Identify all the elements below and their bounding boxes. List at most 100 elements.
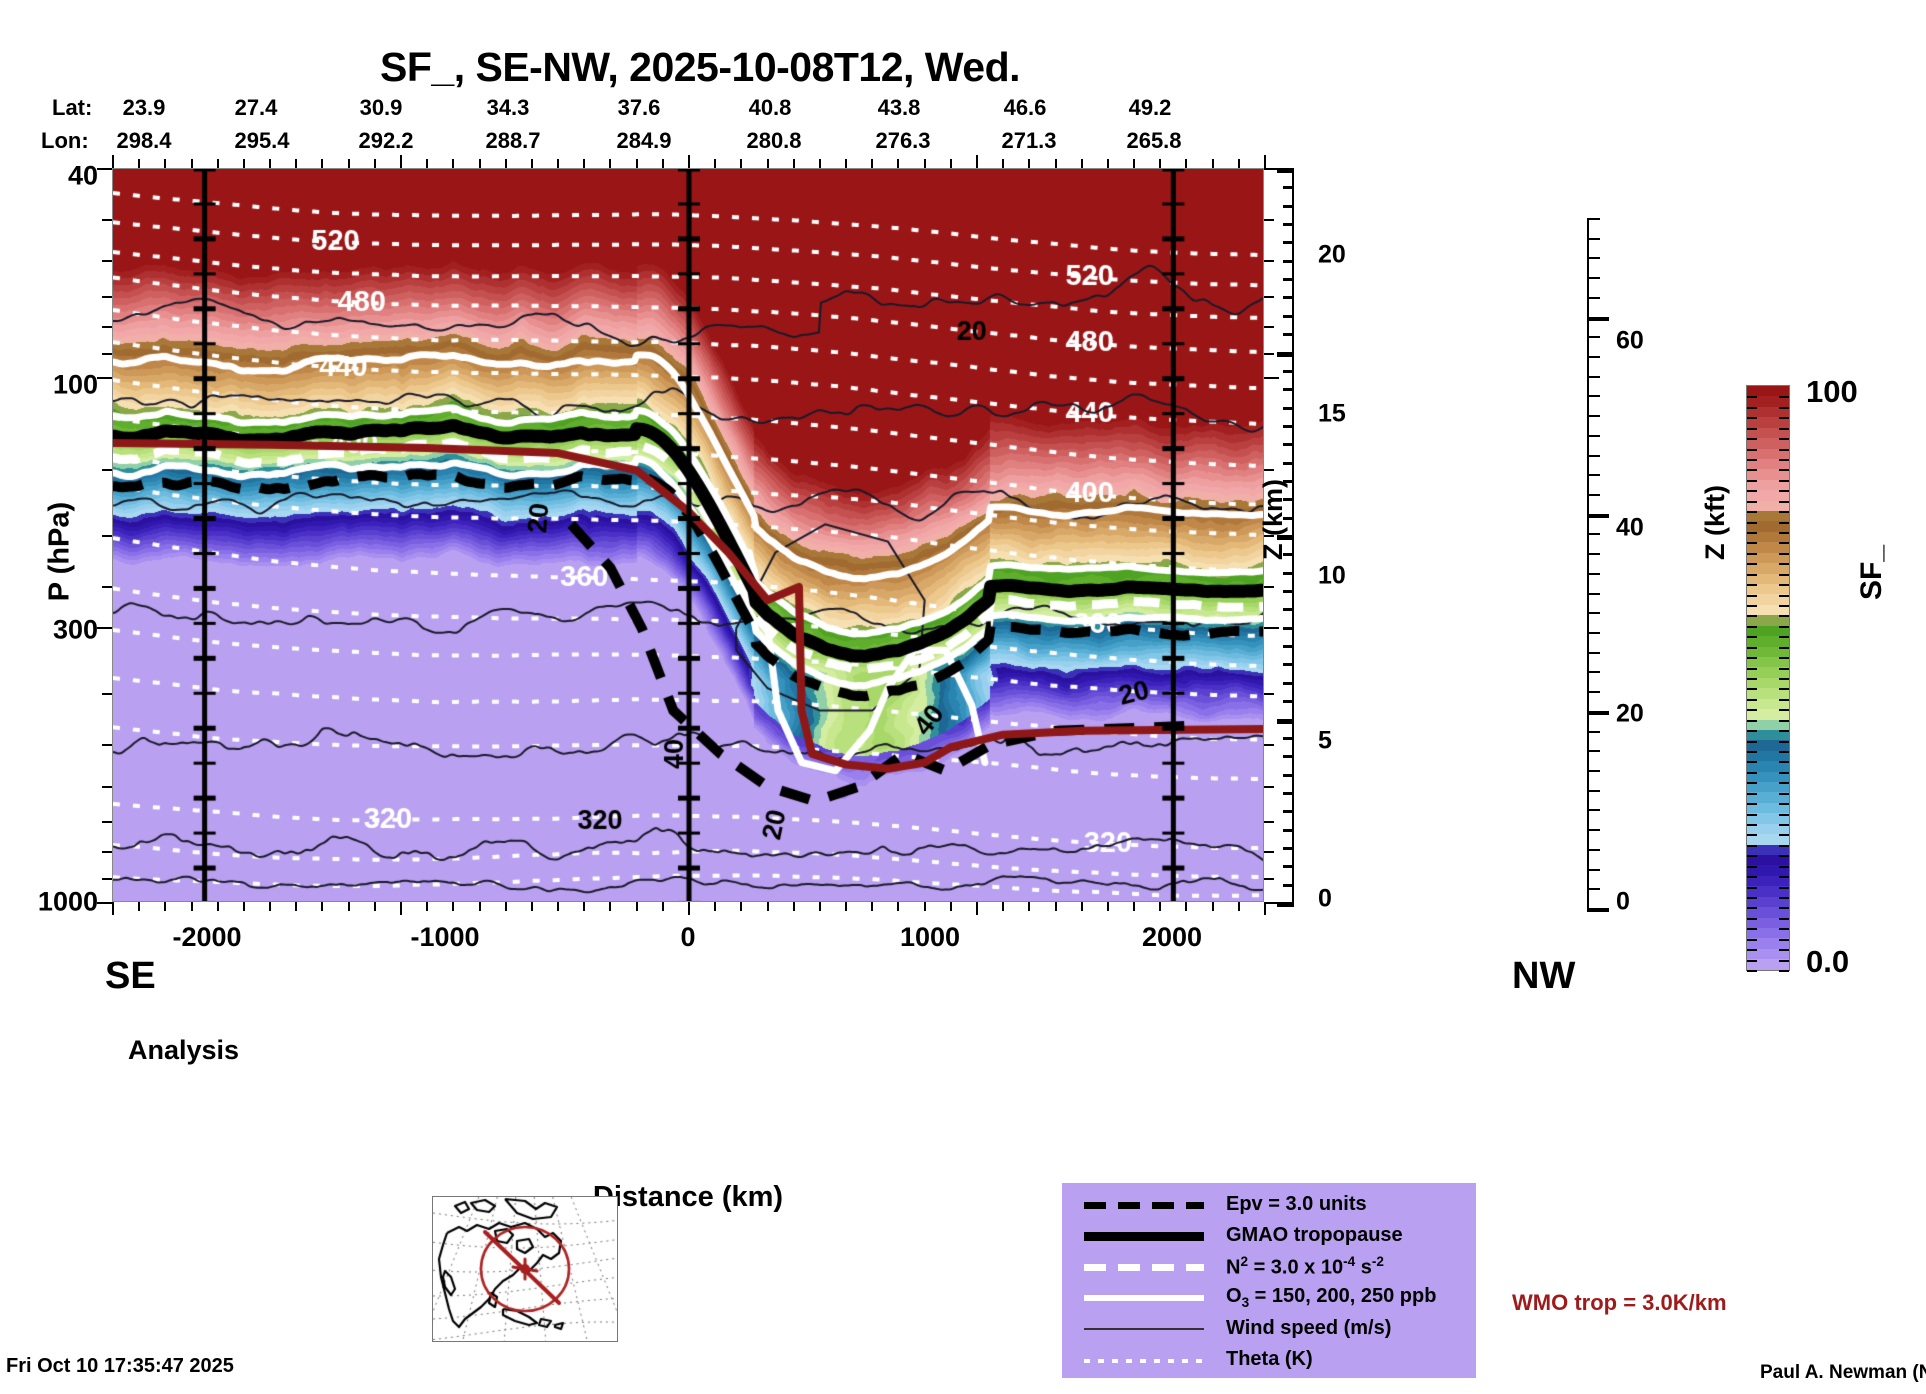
z-kft-tick-label: 0 — [1616, 887, 1630, 916]
z-kft-tick — [1587, 553, 1600, 556]
inset-map-canvas — [433, 1197, 617, 1341]
colorbar-segment — [1747, 709, 1789, 720]
axis-tick — [1185, 902, 1188, 911]
z-km-tick — [1283, 828, 1293, 832]
colorbar-segment — [1747, 531, 1789, 543]
axis-tick — [1264, 877, 1274, 880]
page-title: SF_, SE-NW, 2025-10-08T12, Wed. — [380, 44, 1021, 90]
contour-field — [113, 169, 1263, 901]
axis-tick — [295, 159, 298, 168]
axis-tick — [1185, 159, 1188, 168]
axis-tick — [1264, 585, 1274, 588]
colorbar-segment — [1747, 625, 1789, 637]
z-km-tick — [1283, 773, 1293, 777]
axis-tick — [766, 902, 769, 911]
z-kft-tick — [1587, 770, 1600, 772]
axis-tick — [792, 902, 795, 911]
axis-tick — [164, 159, 167, 168]
colorbar-segment — [1747, 542, 1789, 553]
z-kft-tick — [1587, 474, 1600, 477]
lat-value: 46.6 — [1003, 95, 1047, 120]
colorbar-segment — [1747, 844, 1789, 855]
z-km-tick — [1283, 296, 1293, 300]
z-kft-tick — [1587, 730, 1600, 733]
lat-value: 37.6 — [617, 95, 661, 120]
axis-tick — [923, 902, 926, 911]
colorbar-segment — [1747, 396, 1789, 407]
colorbar-segment — [1747, 646, 1789, 657]
axis-tick — [609, 159, 612, 168]
z-kft-tick — [1587, 789, 1600, 792]
nw-direction-label: NW — [1512, 955, 1576, 997]
z-km-tick-label: 15 — [1318, 399, 1346, 428]
axis-tick — [1264, 155, 1266, 168]
axis-tick — [164, 902, 167, 911]
colorbar-segment — [1747, 563, 1789, 574]
axis-tick — [1264, 820, 1274, 823]
axis-tick — [102, 260, 112, 263]
z-km-tick — [1283, 223, 1293, 227]
colorbar-segment — [1747, 927, 1789, 939]
x-tick-label: -2000 — [172, 922, 242, 952]
axis-tick — [661, 159, 664, 168]
axis-tick — [242, 159, 245, 168]
axis-tick — [1106, 902, 1109, 911]
axis-tick — [635, 902, 638, 911]
colorbar-segment — [1747, 417, 1789, 428]
x-tick-label: 0 — [680, 922, 696, 952]
z-kft-tick — [1587, 218, 1600, 220]
z-km-tick — [1283, 516, 1293, 520]
lon-value: 295.4 — [234, 128, 290, 153]
axis-tick — [1264, 902, 1279, 904]
cross-section-plot — [112, 168, 1264, 902]
axis-tick — [1133, 902, 1136, 911]
colorbar-segment — [1747, 386, 1789, 397]
colorbar-segment — [1747, 667, 1789, 678]
colorbar-segment — [1747, 823, 1789, 835]
lon-value: 276.3 — [875, 128, 931, 153]
axis-tick — [102, 295, 112, 298]
z-kft-tick — [1587, 592, 1600, 595]
z-km-tick — [1283, 700, 1293, 704]
z-kft-tick — [1587, 632, 1600, 634]
axis-tick — [216, 902, 219, 911]
colorbar-segment — [1747, 490, 1789, 501]
colorbar-segment — [1747, 458, 1789, 470]
y-tick-label: 100 — [52, 369, 98, 400]
inset-location-map — [432, 1196, 618, 1342]
colorbar-min-label: 0.0 — [1806, 944, 1850, 979]
z-km-tick — [1283, 865, 1293, 869]
colorbar-segment — [1747, 813, 1789, 824]
axis-tick — [102, 535, 112, 537]
colorbar-segment — [1747, 792, 1789, 803]
z-km-tick — [1283, 186, 1293, 190]
axis-tick — [97, 902, 112, 904]
lat-label: Lat: — [52, 95, 93, 120]
axis-tick — [1133, 159, 1136, 168]
y-tick-label: 40 — [67, 160, 98, 191]
axis-tick — [818, 902, 821, 911]
axis-tick — [452, 159, 455, 168]
z-kft-tick — [1587, 257, 1600, 260]
axis-tick — [373, 159, 376, 168]
z-kft-tick — [1587, 572, 1600, 575]
colorbar-segment — [1747, 834, 1789, 845]
z-km-tick — [1283, 791, 1293, 795]
z-kft-tick — [1587, 237, 1600, 240]
z-km-tick-label: 20 — [1318, 240, 1346, 269]
axis-tick — [478, 902, 481, 911]
axis-tick — [452, 902, 455, 911]
z-kft-tick — [1587, 494, 1600, 496]
axis-tick — [976, 155, 978, 168]
axis-tick — [97, 168, 112, 170]
analysis-label: Analysis — [128, 1035, 240, 1065]
colorbar — [1746, 385, 1790, 972]
axis-tick — [138, 902, 141, 911]
axis-tick — [740, 902, 743, 911]
axis-tick — [1264, 168, 1279, 170]
axis-tick — [1080, 902, 1083, 911]
x-tick-label: 2000 — [1141, 922, 1203, 952]
wind-speed-line-icon — [1084, 1318, 1204, 1340]
axis-tick — [102, 352, 112, 355]
colorbar-segment — [1747, 469, 1789, 480]
